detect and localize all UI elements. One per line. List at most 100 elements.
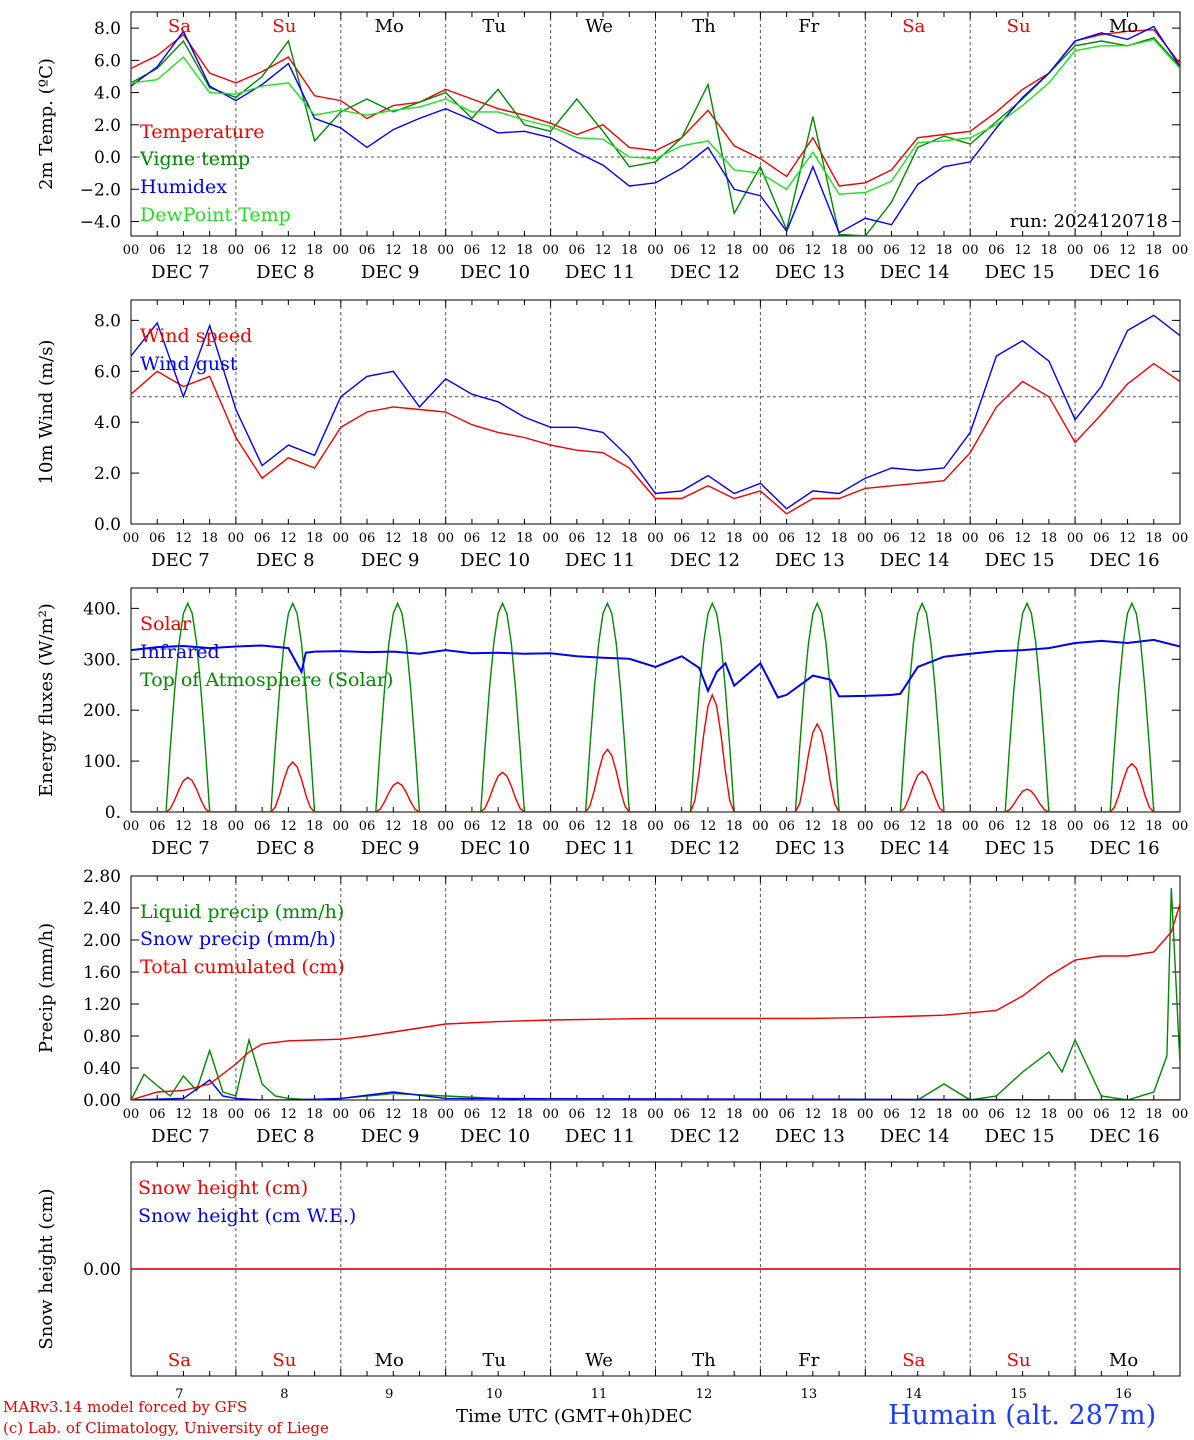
- hour-tick-label: 12: [280, 243, 297, 258]
- hour-tick-label: 12: [280, 531, 297, 546]
- y-tick-label: 0.: [105, 803, 121, 823]
- hour-tick-label: 06: [673, 819, 690, 834]
- date-label: DEC 14: [880, 1126, 950, 1147]
- hour-tick-label: 18: [516, 531, 533, 546]
- hour-tick-label: 06: [673, 243, 690, 258]
- hour-tick-label: 00: [857, 1107, 874, 1122]
- hour-tick-label: 12: [1119, 819, 1136, 834]
- hour-tick-label: 00: [228, 531, 245, 546]
- model-credit: MARv3.14 model forced by GFS: [3, 1398, 248, 1416]
- hour-tick-label: 00: [123, 531, 140, 546]
- date-label: DEC 7: [151, 550, 210, 571]
- panel-frame: [130, 11, 1181, 237]
- hour-tick-label: 00: [962, 531, 979, 546]
- hour-tick-label: 18: [621, 531, 638, 546]
- weekday-label: We: [585, 1350, 613, 1371]
- hour-tick-label: 06: [254, 819, 271, 834]
- hour-tick-label: 18: [726, 531, 743, 546]
- weekday-label: Sa: [902, 1350, 925, 1371]
- panel-3: 400. 300. 200. 100. 0. Solar Infrared Top of At…: [36, 587, 1188, 859]
- hour-tick-label: 00: [333, 243, 350, 258]
- y-tick-label: 1.60: [83, 963, 121, 983]
- weekday-label: Su: [272, 16, 296, 37]
- date-label: DEC 16: [1090, 1126, 1160, 1147]
- hour-tick-label: 18: [201, 819, 218, 834]
- hour-tick-label: 12: [175, 1107, 192, 1122]
- hour-tick-label: 00: [962, 243, 979, 258]
- hour-tick-label: 00: [333, 1107, 350, 1122]
- hour-tick-label: 18: [1146, 819, 1163, 834]
- hour-tick-label: 18: [1041, 243, 1058, 258]
- hour-tick-label: 18: [1146, 243, 1163, 258]
- hour-tick-label: 06: [569, 1107, 586, 1122]
- y-tick-label: 2.40: [83, 899, 121, 919]
- date-label: DEC 16: [1090, 550, 1160, 571]
- hour-tick-label: 06: [464, 243, 481, 258]
- series-liquid-precip-mm-h: [131, 887, 1180, 1100]
- panel-5: 0.00 Snow height (cm) Snow height (cm W.E.…: [36, 1161, 1181, 1402]
- date-label: DEC 11: [565, 838, 635, 859]
- legend-snow-precip-mm-h: Snow precip (mm/h): [140, 928, 336, 950]
- date-label: DEC 8: [256, 838, 315, 859]
- hour-tick-label: 06: [464, 1107, 481, 1122]
- hour-tick-label: 18: [201, 531, 218, 546]
- weekday-label: Tu: [482, 1350, 506, 1371]
- hour-tick-label: 06: [1093, 1107, 1110, 1122]
- hour-tick-label: 12: [595, 243, 612, 258]
- series-top-of-atmosphere-solar: [131, 601, 1180, 812]
- y-tick-label: 0.80: [83, 1027, 121, 1047]
- series-wind-gust: [131, 314, 1180, 510]
- hour-tick-label: 00: [123, 1107, 140, 1122]
- hour-tick-label: 00: [542, 819, 559, 834]
- date-label: DEC 15: [985, 1126, 1055, 1147]
- hour-tick-label: 12: [385, 819, 402, 834]
- date-label: DEC 9: [361, 838, 420, 859]
- hour-tick-label: 06: [149, 819, 166, 834]
- hour-tick-label: 06: [673, 1107, 690, 1122]
- legend-top-of-atmosphere-solar: Top of Atmosphere (Solar): [140, 669, 393, 691]
- hour-tick-label: 06: [149, 1107, 166, 1122]
- hour-tick-label: 12: [805, 531, 822, 546]
- hour-tick-label: 12: [700, 1107, 717, 1122]
- day-number-label: 11: [591, 1387, 608, 1402]
- hour-tick-label: 12: [1014, 1107, 1031, 1122]
- hour-tick-label: 12: [595, 531, 612, 546]
- hour-tick-label: 18: [411, 531, 428, 546]
- date-label: DEC 15: [985, 838, 1055, 859]
- hour-tick-label: 18: [831, 243, 848, 258]
- hour-tick-label: 00: [437, 1107, 454, 1122]
- y-axis-label: 2m Temp. (ºC): [36, 58, 57, 190]
- hour-tick-label: 12: [805, 819, 822, 834]
- date-label: DEC 15: [985, 262, 1055, 283]
- hour-tick-label: 00: [752, 1107, 769, 1122]
- hour-tick-label: 06: [359, 1107, 376, 1122]
- hour-tick-label: 18: [411, 243, 428, 258]
- hour-tick-label: 00: [333, 819, 350, 834]
- hour-tick-label: 18: [831, 819, 848, 834]
- date-label: DEC 12: [670, 550, 740, 571]
- hour-tick-label: 00: [542, 531, 559, 546]
- legend-humidex: Humidex: [140, 176, 227, 198]
- legend-snow-height-cm: Snow height (cm): [138, 1177, 308, 1199]
- date-label: DEC 9: [361, 550, 420, 571]
- y-axis-label: 10m Wind (m/s): [36, 340, 57, 485]
- run-label: run: 2024120718: [1010, 211, 1168, 232]
- date-label: DEC 8: [256, 1126, 315, 1147]
- hour-tick-label: 18: [936, 819, 953, 834]
- panel-1: 8.0 6.0 4.0 2.0 0.0 −2.0 −4.0 Temperature Vigne …: [36, 11, 1188, 283]
- weekday-label: Fr: [798, 16, 819, 37]
- hour-tick-label: 18: [201, 1107, 218, 1122]
- weekday-label: Mo: [1109, 16, 1138, 37]
- y-tick-label: 6.0: [94, 362, 121, 382]
- weekday-label: Su: [272, 1350, 296, 1371]
- hour-tick-label: 06: [254, 531, 271, 546]
- day-number-label: 12: [696, 1387, 713, 1402]
- hour-tick-label: 18: [306, 819, 323, 834]
- day-number-label: 10: [486, 1387, 503, 1402]
- legend-infrared: Infrared: [140, 641, 220, 663]
- legend-temperature: Temperature: [140, 121, 264, 143]
- hour-tick-label: 12: [490, 819, 507, 834]
- hour-tick-label: 00: [228, 1107, 245, 1122]
- hour-tick-label: 00: [1067, 819, 1084, 834]
- hour-tick-label: 06: [464, 819, 481, 834]
